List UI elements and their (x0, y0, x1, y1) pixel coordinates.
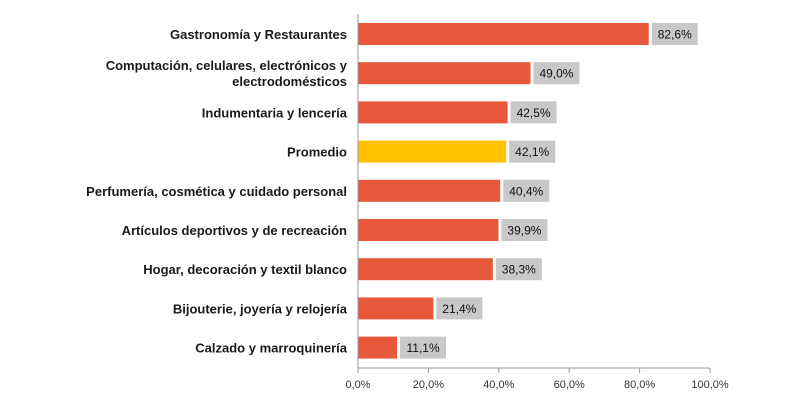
data-label-box (400, 336, 447, 359)
bar (358, 62, 531, 85)
category-label: Indumentaria y lencería (202, 105, 348, 120)
bar (358, 258, 493, 281)
data-label: 38,3% (502, 263, 536, 277)
category-label: Gastronomía y Restaurantes (170, 27, 347, 42)
bar (358, 101, 508, 124)
data-label: 11,1% (407, 341, 440, 355)
x-tick-label: 0,0% (345, 379, 370, 391)
bar (358, 140, 507, 163)
data-label: 42,5% (517, 106, 551, 120)
bar (358, 179, 501, 202)
x-tick-label: 100,0% (691, 379, 729, 391)
bars-layer (358, 23, 649, 359)
category-label: Promedio (287, 145, 347, 160)
data-label-box (495, 258, 542, 281)
data-label: 49,0% (539, 67, 573, 81)
data-label-box (510, 101, 557, 124)
data-label: 40,4% (509, 184, 543, 198)
x-tick-label: 80,0% (624, 379, 655, 391)
category-label: Perfumería, cosmética y cuidado personal (86, 184, 347, 199)
labels-layer: Gastronomía y Restaurantes 82,6% Computaci… (86, 23, 698, 359)
data-label: 39,9% (507, 224, 541, 238)
x-tick-label: 40,0% (483, 379, 514, 391)
category-label: electrodomésticos (232, 74, 347, 89)
x-axis: 0,0% 20,0% 40,0% 60,0% 80,0% 100,0% (345, 14, 729, 391)
bar (358, 297, 434, 320)
x-tick-label: 60,0% (554, 379, 585, 391)
data-label-box (501, 219, 548, 241)
data-label: 82,6% (658, 28, 692, 42)
category-label: Bijouterie, joyería y relojería (173, 301, 348, 316)
category-label: Computación, celulares, electrónicos y (106, 58, 348, 73)
data-label-box (503, 179, 550, 202)
data-label: 21,4% (442, 302, 476, 316)
x-tick-label: 20,0% (413, 379, 444, 391)
category-label: Calzado y marroquinería (195, 341, 347, 356)
data-label-box (436, 297, 483, 320)
bar (358, 23, 649, 45)
data-label: 42,1% (515, 145, 549, 159)
category-label: Artículos deportivos y de recreación (122, 223, 347, 238)
category-label: Hogar, decoración y textil blanco (143, 262, 347, 277)
bar (358, 336, 398, 359)
data-label-box (509, 140, 556, 163)
data-label-box (651, 23, 698, 45)
bar (358, 219, 499, 241)
data-label-box (533, 62, 580, 85)
